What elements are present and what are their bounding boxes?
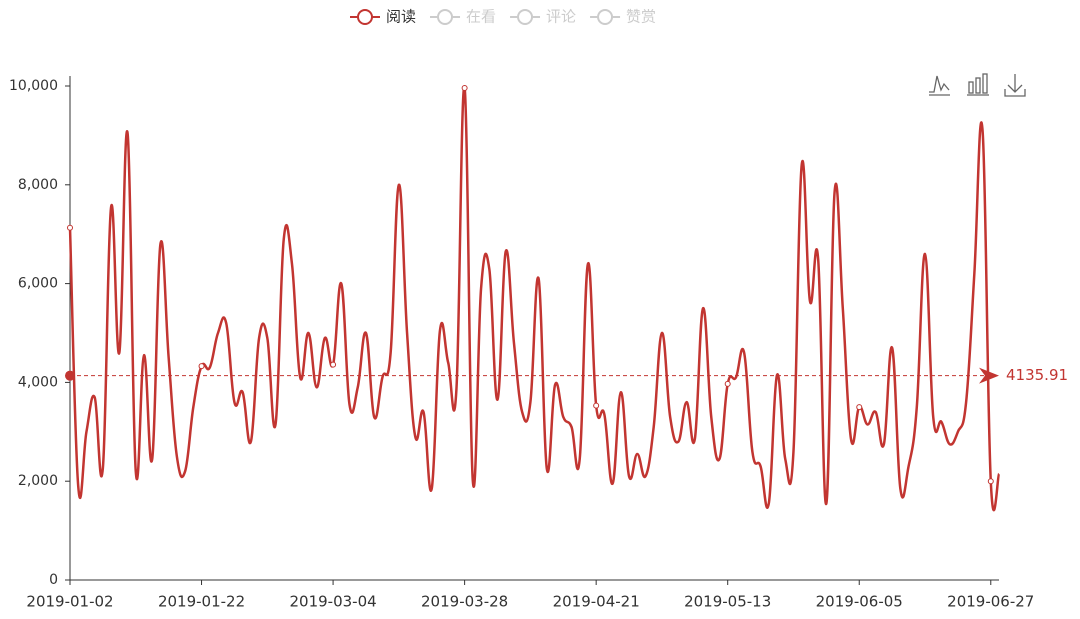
point-symbol	[461, 84, 468, 91]
point-symbol	[67, 224, 73, 231]
download-icon[interactable]	[1004, 74, 1026, 97]
average-line-arrow	[979, 367, 999, 384]
toolbox[interactable]	[929, 73, 1026, 97]
point-symbol	[724, 380, 731, 387]
average-line-label: 4135.91	[1006, 366, 1068, 384]
legend-label[interactable]: 赞赏	[626, 8, 656, 26]
line-icon[interactable]	[929, 75, 950, 93]
x-tick-label: 2019-06-27	[947, 593, 1034, 611]
average-line-start	[65, 370, 75, 381]
legend-label[interactable]: 在看	[466, 8, 496, 26]
point-symbol	[987, 478, 994, 485]
y-tick-label: 6,000	[18, 276, 58, 292]
legend-icon-circle	[517, 9, 534, 25]
legend-icon-circle	[437, 9, 454, 25]
legend-label[interactable]: 评论	[546, 8, 576, 26]
bar-icon[interactable]	[982, 73, 988, 94]
point-symbol	[198, 363, 205, 370]
x-tick-label: 2019-05-13	[684, 593, 771, 611]
series-line	[68, 86, 1001, 512]
y-tick-label: 4,000	[18, 374, 58, 390]
x-tick-label: 2019-03-28	[421, 593, 508, 611]
legend-icon-circle	[597, 9, 614, 25]
x-tick-label: 2019-04-21	[553, 593, 640, 611]
y-tick-label: 8,000	[18, 177, 58, 193]
x-tick-label: 2019-01-02	[26, 593, 113, 611]
x-tick-label: 2019-03-04	[289, 593, 376, 611]
point-symbol	[330, 361, 337, 368]
legend-label[interactable]: 阅读	[386, 8, 416, 26]
bar-icon[interactable]	[968, 81, 974, 94]
y-tick-label: 10,000	[9, 78, 58, 94]
x-tick-label: 2019-06-05	[816, 593, 903, 611]
legend-icon-circle	[357, 9, 373, 25]
y-tick-label: 0	[49, 572, 58, 588]
point-symbol	[593, 402, 600, 409]
x-tick-label: 2019-01-22	[158, 593, 245, 611]
point-symbol	[856, 404, 863, 411]
y-tick-label: 2,000	[18, 473, 58, 489]
bar-icon[interactable]	[975, 77, 981, 94]
